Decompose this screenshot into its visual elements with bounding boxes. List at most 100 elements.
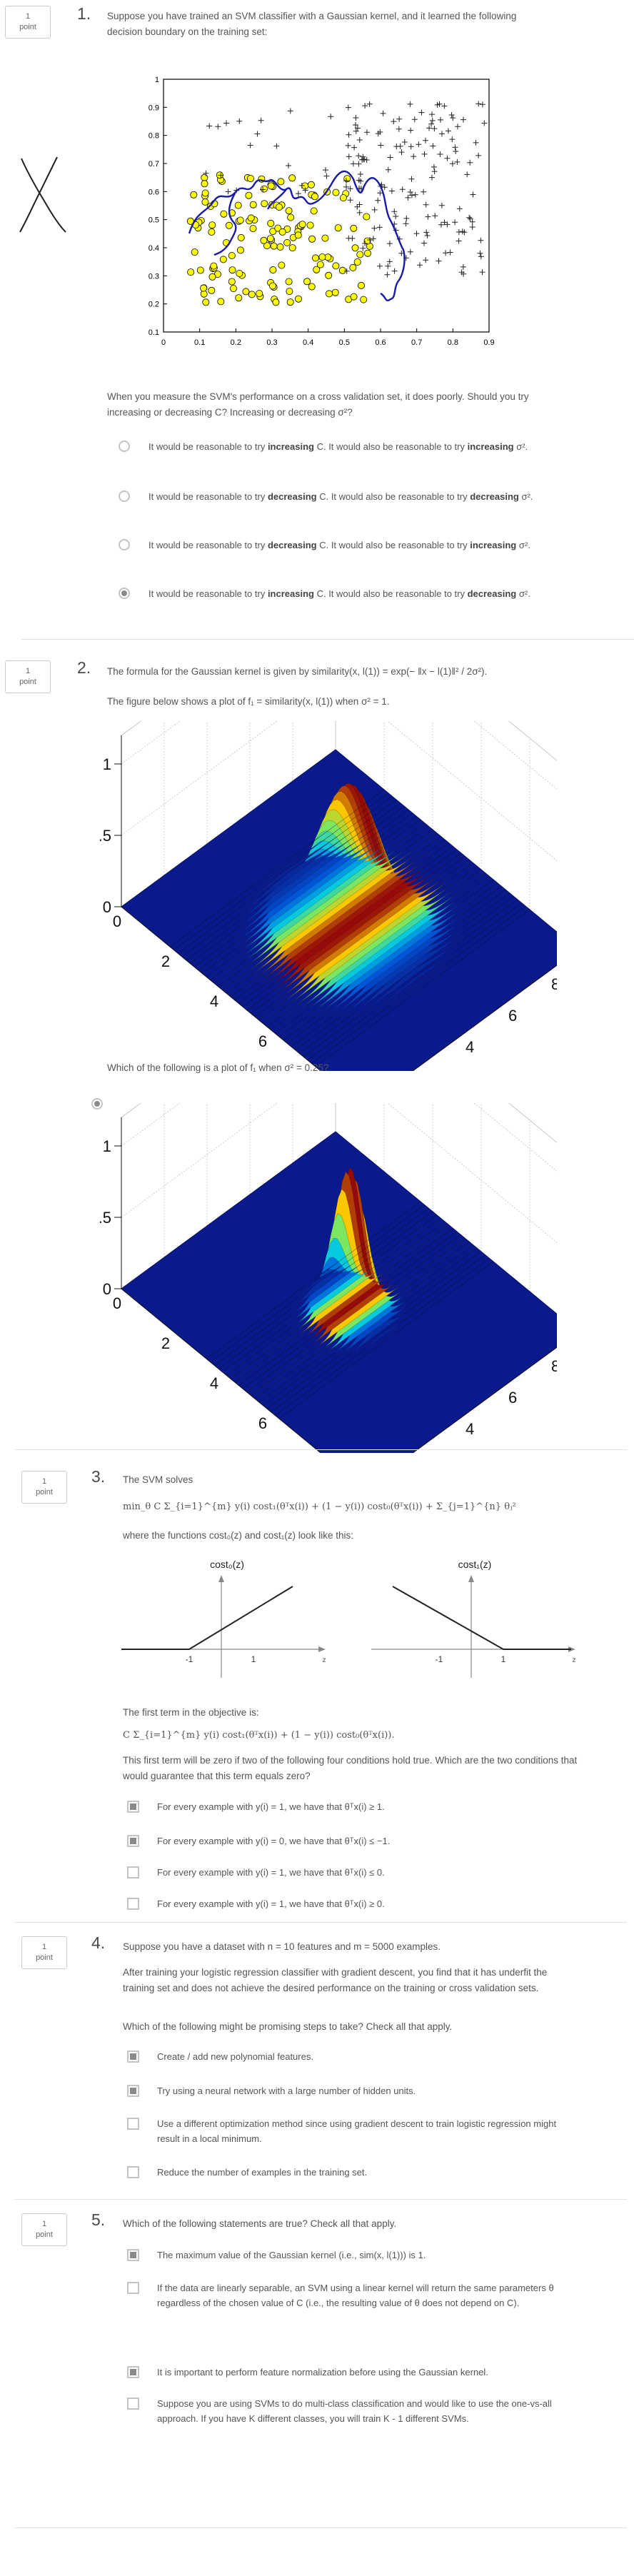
class-1-point (412, 191, 418, 198)
class-1-point (454, 159, 461, 165)
x-tick-label: 0.9 (483, 338, 494, 347)
q4opts-checkbox-2[interactable] (127, 2085, 139, 2097)
q5opts-checkbox-3[interactable] (127, 2366, 139, 2378)
class-0-point (208, 273, 216, 281)
q2-figure-text: The figure below shows a plot of f₁ = si… (107, 696, 390, 707)
q1-option-part: It would be reasonable to try (149, 491, 268, 502)
class-1-point (215, 124, 221, 130)
class-1-point (408, 127, 414, 134)
divider (14, 2527, 627, 2528)
class-0-point (308, 283, 316, 291)
class-1-point (351, 144, 358, 151)
q3opts-checkbox-1[interactable] (127, 1801, 139, 1813)
point-label: 1 point (36, 1477, 53, 1496)
x-tick-label: 0.5 (339, 338, 350, 347)
q3opts-checkbox-3[interactable] (127, 1866, 139, 1878)
q1-radio-2[interactable] (119, 490, 130, 502)
class-1-point (478, 253, 484, 260)
q5opts-checkbox-2[interactable] (127, 2282, 139, 2294)
cost1-title: cost₁(z) (458, 1559, 492, 1570)
class-1-point (438, 221, 444, 228)
class-0-point (294, 231, 302, 239)
q3-number: 3. (91, 1467, 106, 1486)
x-tick-label: 0.3 (266, 338, 277, 347)
q1-radio-1[interactable] (119, 441, 130, 452)
q1-prompt: Suppose you have trained an SVM classifi… (107, 11, 517, 37)
divider (14, 1922, 627, 1923)
q5opts-checkbox-4[interactable] (127, 2398, 139, 2410)
class-1-point (429, 111, 435, 118)
decision-boundary-plot: 10.90.80.70.60.50.40.30.20.1 0 0.1 0.2 0.3 0… (149, 76, 495, 347)
class-1-point (418, 109, 425, 116)
q4opts-checkbox-4[interactable] (127, 2166, 139, 2178)
class-1-point (360, 245, 366, 251)
class-1-point (466, 214, 473, 221)
tick-label-neg: -1 (436, 1654, 443, 1664)
class-1-point (467, 216, 473, 222)
class-1-point (376, 224, 383, 231)
cost0-graph: cost₀(z) -1 1 z (121, 1559, 326, 1678)
axis-line (121, 1288, 322, 1453)
class-1-point (359, 156, 365, 163)
q1-option-part: σ². (513, 441, 528, 452)
q5opts-checkbox-1[interactable] (127, 2249, 139, 2261)
class-0-point (339, 194, 347, 202)
q2-point-box: 1 point (5, 660, 51, 693)
y-tick-label: 0.7 (149, 160, 159, 168)
q1-option-part: C. It would also be reasonable to try (313, 441, 468, 452)
surface-strip (173, 793, 388, 950)
surface-strip (222, 1214, 437, 1372)
q3-point-box: 1 point (21, 1471, 67, 1504)
q5-point-box: 1 point (21, 2213, 67, 2246)
class-1-point (470, 191, 476, 198)
class-1-point (408, 176, 415, 182)
class-1-point (206, 123, 213, 129)
y-tick-label: 0.4 (149, 244, 159, 253)
axis-tick-label: 6 (508, 1007, 517, 1025)
divider (14, 2199, 627, 2200)
class-0-point (298, 221, 306, 228)
surface-strip (202, 816, 417, 974)
class-1-point (478, 237, 484, 243)
axis-tick-label: 1 (103, 755, 111, 773)
class-0-point (219, 256, 227, 263)
axis-tick-label: 0.5 (100, 1209, 111, 1227)
class-1-point (385, 263, 391, 269)
q3opts-checkbox-4[interactable] (127, 1898, 139, 1910)
class-0-point (363, 249, 371, 257)
q2-radio-option[interactable] (91, 1098, 103, 1110)
x-tick-label: 0.8 (448, 338, 458, 347)
class-1-point (353, 122, 358, 128)
class-1-point (436, 258, 442, 264)
q4opts-checkbox-1[interactable] (127, 2051, 139, 2063)
q4opts-checkbox-3[interactable] (127, 2118, 139, 2130)
class-0-point (261, 200, 268, 208)
q1-radio-4[interactable] (119, 588, 130, 599)
class-1-point (345, 104, 351, 111)
class-1-point (429, 117, 436, 124)
class-0-point (268, 282, 276, 290)
axis-tick-label: 6 (258, 1414, 267, 1432)
q1-option-part: C. It would also be reasonable to try (316, 491, 471, 502)
q3opts-checkbox-2[interactable] (127, 1835, 139, 1847)
q1-option-part: C. It would also be reasonable to try (316, 540, 471, 550)
decision-boundary-curve (188, 170, 406, 302)
class-0-point (278, 261, 286, 269)
class-1-point (424, 233, 431, 238)
axis-tick-label: 8 (551, 1357, 557, 1375)
class-1-point (481, 120, 488, 126)
class-0-point (285, 278, 293, 286)
gaussian-surface-plot-sigma-0.25: 10.5002468100246810 (100, 1103, 557, 1453)
class-1-point (399, 186, 406, 193)
class-1-point (426, 125, 433, 131)
class-1-point (363, 157, 370, 163)
class-0-point (272, 298, 280, 306)
class-1-point (345, 142, 351, 149)
class-1-point (461, 116, 466, 123)
q1-radio-3[interactable] (119, 539, 130, 550)
surface-strip (311, 906, 526, 1064)
surface-strip (275, 1258, 490, 1416)
class-1-point (273, 143, 280, 149)
class-1-point (411, 116, 418, 123)
class-1-point (398, 149, 405, 156)
